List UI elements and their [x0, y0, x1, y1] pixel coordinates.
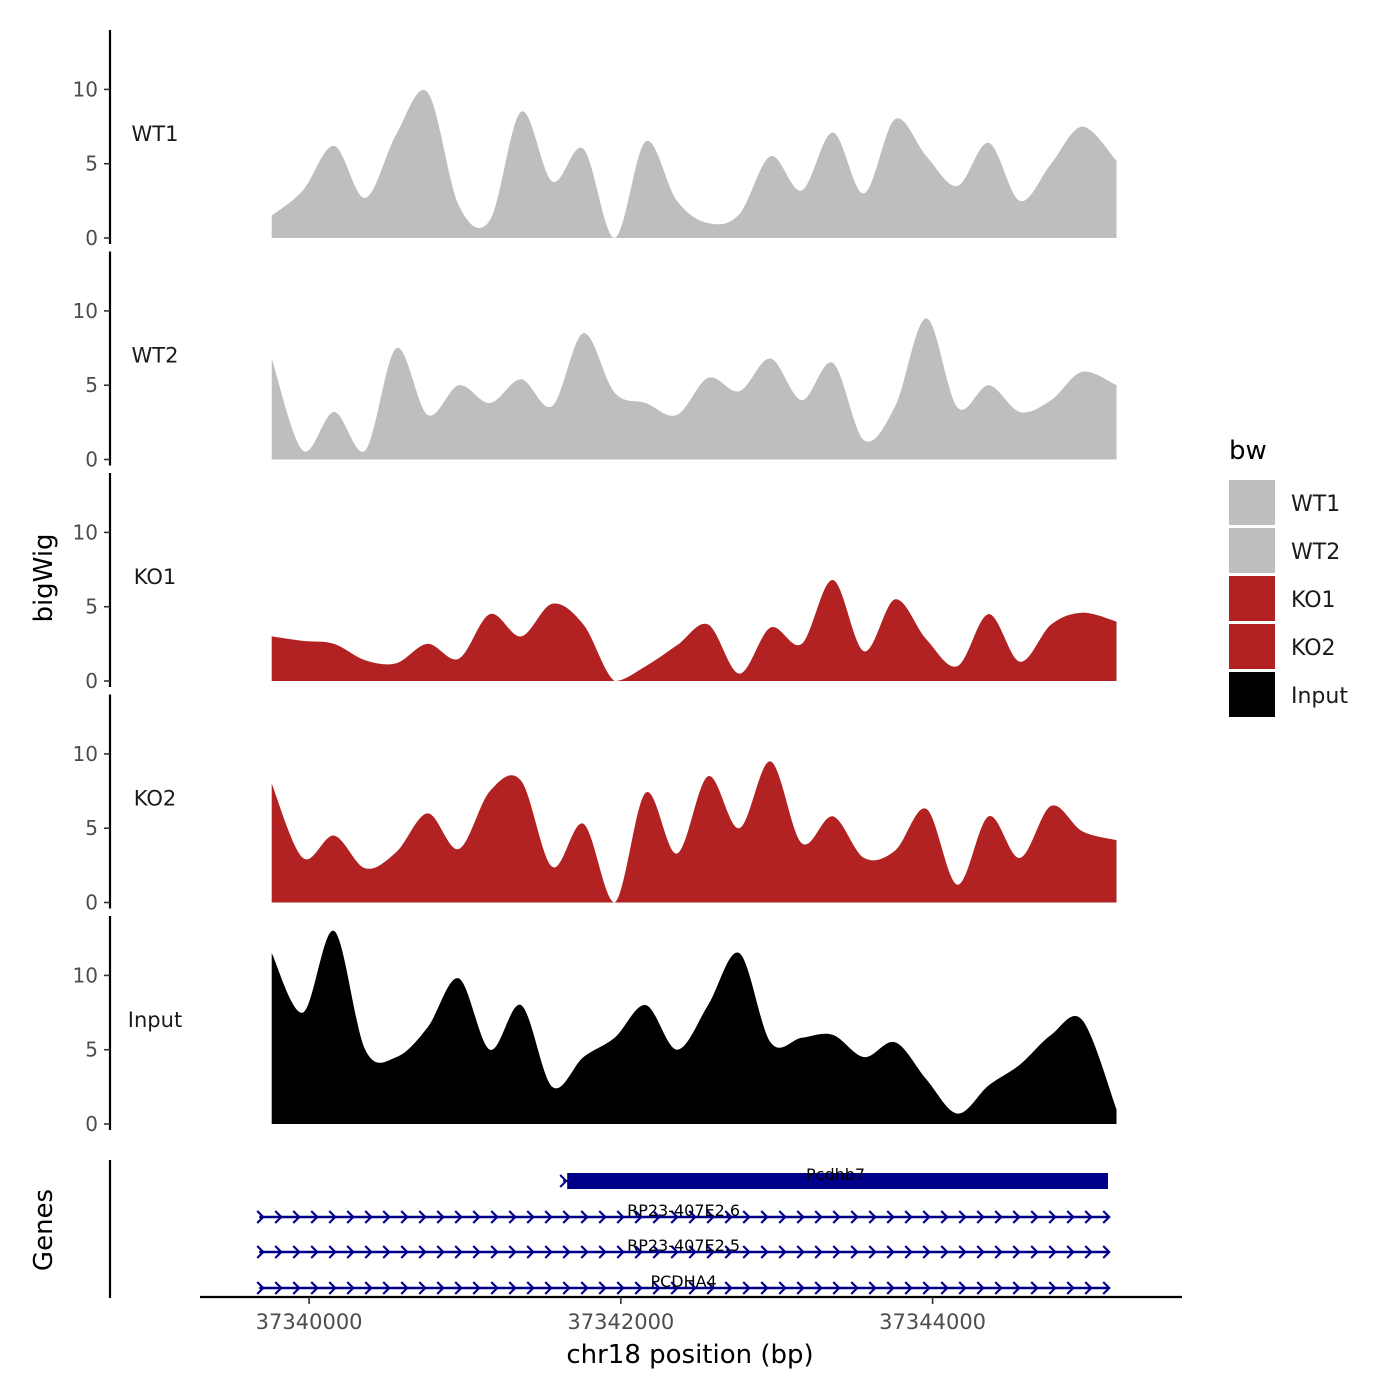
area-wt2: [271, 318, 1117, 460]
legend: bw WT1 WT2 KO1 KO2 Input: [1229, 436, 1348, 717]
x-axis: 37340000 37342000 37344000: [200, 1295, 1182, 1334]
legend-label-ko1: KO1: [1291, 588, 1336, 613]
gene-label-rp23-407e2-5: RP23-407E2.5: [627, 1236, 740, 1255]
y-tick-label-input-10: 10: [73, 963, 98, 987]
y-tick-label-ko1-10: 10: [73, 520, 98, 544]
track-label-ko1: KO1: [134, 565, 177, 589]
y-axis-title: bigWig: [29, 533, 59, 622]
y-tick-label-ko1-5: 5: [85, 595, 98, 619]
y-tick-label-ko1-0: 0: [85, 669, 98, 693]
y-tick-label-wt2-5: 5: [85, 373, 98, 397]
gene-exon-pcdhb7: [567, 1173, 1108, 1189]
track-ko2: 0 5 10 KO2: [73, 694, 1117, 915]
gene-pcdhb7: Pcdhb7: [559, 1165, 1108, 1189]
y-tick-label-wt1-10: 10: [73, 77, 98, 101]
gene-rp23-407e2-6: RP23-407E2.6: [256, 1201, 1111, 1224]
x-axis-title: chr18 position (bp): [566, 1340, 813, 1370]
y-tick-label-wt2-0: 0: [85, 448, 98, 472]
track-input: 0 5 10 Input: [73, 916, 1117, 1136]
gene-rp23-407e2-5: RP23-407E2.5: [256, 1236, 1111, 1259]
x-tick-label-37340000: 37340000: [256, 1310, 363, 1334]
gene-arrow-pcdhb7: [559, 1174, 568, 1188]
gene-pcdha4: PCDHA4: [256, 1272, 1111, 1295]
legend-swatch-input: [1229, 672, 1275, 717]
gene-arrows-rp23-407e2-5: [256, 1245, 1111, 1259]
x-tick-label-37344000: 37344000: [879, 1310, 986, 1334]
y-tick-label-wt1-5: 5: [85, 152, 98, 176]
track-label-ko2: KO2: [134, 787, 177, 811]
gene-label-pcdha4: PCDHA4: [650, 1272, 716, 1291]
track-wt1: 0 5 10 WT1: [73, 30, 1117, 250]
track-label-wt2: WT2: [132, 344, 179, 368]
track-label-wt1: WT1: [132, 122, 179, 146]
gene-label-pcdhb7: Pcdhb7: [806, 1165, 865, 1184]
legend-title: bw: [1229, 436, 1267, 466]
y-tick-label-input-0: 0: [85, 1112, 98, 1136]
x-tick-label-37342000: 37342000: [567, 1310, 674, 1334]
track-ko1: 0 5 10 KO1: [73, 473, 1117, 693]
legend-swatch-wt1: [1229, 480, 1275, 525]
legend-label-wt2: WT2: [1291, 540, 1340, 565]
genes-axis-title: Genes: [29, 1189, 59, 1271]
y-tick-label-ko2-10: 10: [73, 742, 98, 766]
y-tick-label-wt1-0: 0: [85, 226, 98, 250]
legend-label-input: Input: [1291, 684, 1348, 709]
area-ko2: [271, 761, 1117, 903]
y-tick-label-ko2-0: 0: [85, 891, 98, 915]
area-wt1: [271, 90, 1117, 238]
genes-panel: Pcdhb7 RP23-407E2.6 RP23-407E2.5 PCDHA4: [108, 1160, 1111, 1298]
legend-swatch-ko2: [1229, 624, 1275, 669]
y-tick-label-ko2-5: 5: [85, 816, 98, 840]
y-tick-label-input-5: 5: [85, 1038, 98, 1062]
legend-swatch-ko1: [1229, 576, 1275, 621]
track-label-input: Input: [128, 1008, 182, 1032]
area-ko1: [271, 579, 1117, 681]
area-input: [271, 930, 1117, 1124]
legend-swatch-wt2: [1229, 528, 1275, 573]
coverage-tracks: 0 5 10 WT1 0 5 10 WT2 0 5 10 KO1 0 5 10 KO2 0 5 10 Input: [73, 30, 1117, 1136]
track-wt2: 0 5 10 WT2: [73, 251, 1117, 472]
gene-arrows-rp23-407e2-6: [256, 1210, 1111, 1224]
gene-arrows-pcdha4: [256, 1281, 1111, 1295]
gene-label-rp23-407e2-6: RP23-407E2.6: [627, 1201, 740, 1220]
legend-label-wt1: WT1: [1291, 492, 1340, 517]
legend-label-ko2: KO2: [1291, 636, 1336, 661]
y-tick-label-wt2-10: 10: [73, 299, 98, 323]
